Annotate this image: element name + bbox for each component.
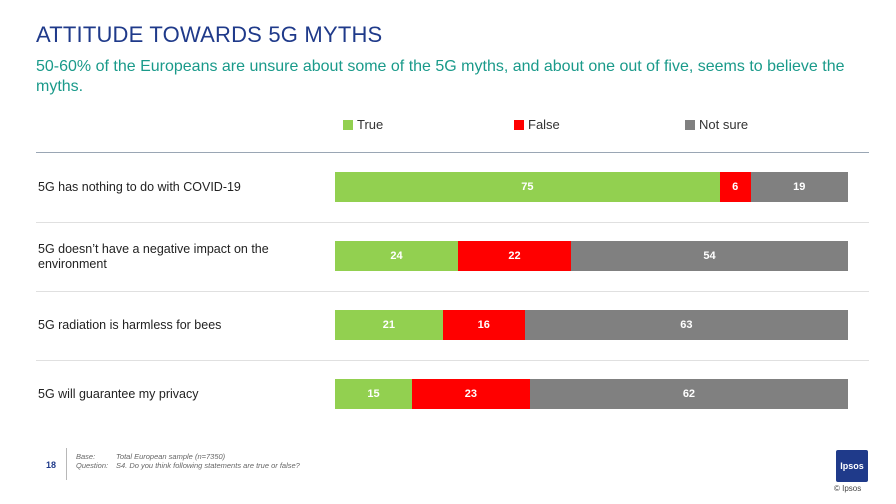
bar-row: 75 6 19: [335, 172, 848, 202]
bar-segment-not-sure: 19: [750, 172, 848, 202]
legend-item-not-sure: Not sure: [685, 117, 748, 132]
data-label: 6: [732, 181, 739, 193]
bar-segment-false: 16: [442, 310, 525, 340]
footer-divider: [66, 448, 67, 480]
legend-swatch-false: [514, 119, 524, 130]
data-label: 16: [477, 319, 490, 331]
legend-swatch-not-sure: [685, 119, 695, 130]
legend-item-true: True: [343, 117, 383, 132]
row-label: 5G radiation is harmless for bees: [38, 318, 222, 332]
data-label: 15: [367, 388, 380, 400]
header-divider: [36, 152, 869, 153]
chart-legend: True False Not sure: [0, 117, 896, 135]
row-divider: [36, 222, 869, 223]
footnote-base-value: Total European sample (n=7350): [116, 452, 226, 461]
data-label: 62: [682, 388, 696, 400]
legend-label-false: False: [528, 117, 560, 132]
bar-segment-true: 21: [335, 310, 443, 340]
bar-segment-false: 22: [458, 241, 571, 271]
ipsos-logo: Ipsos: [836, 450, 868, 482]
bar-segment-not-sure: 63: [524, 310, 848, 340]
footnote-base: Base: Total European sample (n=7350): [76, 452, 225, 461]
row-label: 5G doesn’t have a negative impact on the…: [38, 241, 269, 271]
data-label: 23: [464, 388, 478, 400]
bar-row: 15 23 62: [335, 379, 848, 409]
bar-segment-not-sure: 54: [570, 241, 848, 271]
page-number: 18: [46, 460, 57, 470]
footnote-question-value: S4. Do you think following statements ar…: [116, 461, 300, 470]
bar-segment-true: 24: [335, 241, 459, 271]
legend-label-true: True: [357, 117, 384, 132]
row-divider: [36, 360, 869, 361]
legend-label-not-sure: Not sure: [699, 117, 749, 132]
bar-segment-false: 6: [719, 172, 751, 202]
data-label: 21: [382, 319, 395, 331]
bar-row: 24 22 54: [335, 241, 848, 271]
legend-item-false: False: [514, 117, 560, 132]
data-label: 75: [521, 181, 534, 193]
footnote-question: Question: S4. Do you think following stat…: [76, 461, 300, 470]
page-subtitle: 50-60% of the Europeans are unsure about…: [36, 58, 845, 95]
bar-row: 21 16 63: [335, 310, 848, 340]
footnote-base-label: Base:: [76, 452, 96, 461]
row-label: 5G will guarantee my privacy: [38, 387, 199, 401]
data-label: 54: [703, 250, 716, 262]
row-divider: [36, 291, 869, 292]
bar-segment-true: 15: [335, 379, 412, 409]
bar-segment-true: 75: [335, 172, 720, 202]
data-label: 63: [680, 319, 693, 331]
footnote-question-label: Question:: [76, 461, 109, 470]
row-label: 5G has nothing to do with COVID-19: [38, 180, 241, 194]
data-label: 19: [793, 181, 806, 193]
data-label: 22: [508, 250, 521, 262]
copyright-text: © Ipsos: [834, 484, 862, 493]
legend-swatch-true: [343, 119, 353, 130]
page-title: ATTITUDE TOWARDS 5G MYTHS: [36, 22, 383, 47]
data-label: 24: [390, 250, 403, 262]
bar-segment-false: 23: [411, 379, 530, 409]
bar-segment-not-sure: 62: [529, 379, 848, 409]
